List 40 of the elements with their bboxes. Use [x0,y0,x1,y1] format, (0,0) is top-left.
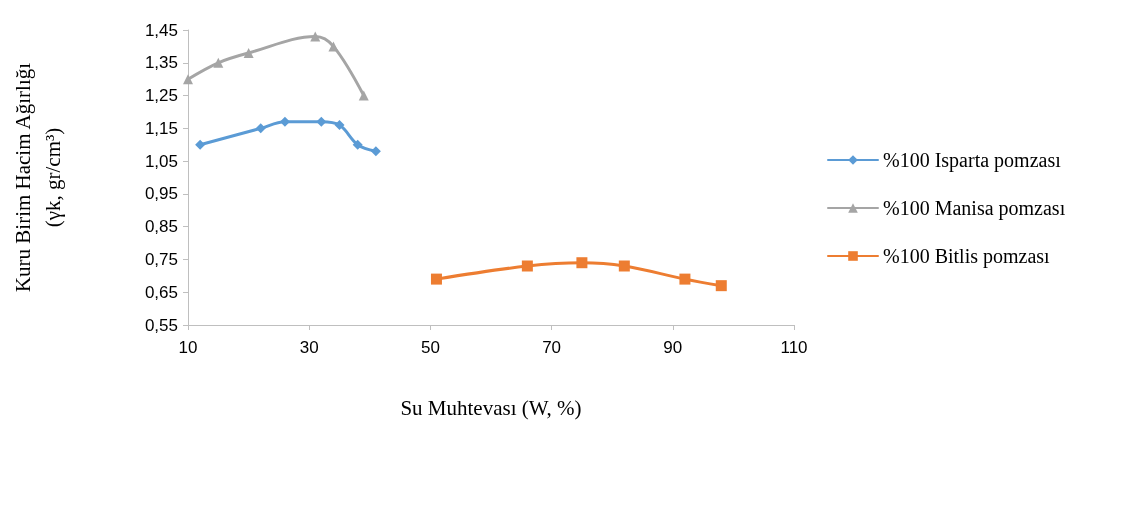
point [679,273,691,285]
point [715,280,727,292]
point [352,139,363,150]
y-tick-label: 1,15 [144,118,178,138]
y-tick-label: 0,55 [144,315,178,335]
y-axis-title: Kuru Birim Hacim Ağırlığı (γk, gr/cm³) [11,62,65,293]
point [279,116,290,127]
point [195,139,206,150]
y-tick-label: 0,65 [144,282,178,302]
point [334,120,345,131]
legend-label: %100 Manisa pomzası [883,197,1066,220]
y-tick-label: 0,75 [144,249,178,269]
point [618,260,630,272]
point [243,47,254,58]
point [328,41,339,52]
x-tick-label: 50 [420,338,440,357]
y-tick-label: 0,85 [144,217,178,237]
point [316,116,327,127]
point [576,257,588,269]
point [310,31,321,42]
x-tick-label: 90 [663,338,683,357]
y-tick-label: 1,35 [144,53,178,73]
point [430,273,442,285]
y-tick-label: 0,95 [144,184,178,204]
y-tick-label: 1,05 [144,151,178,171]
x-tick-label: 10 [178,338,198,357]
y-tick-label: 1,25 [144,86,178,106]
point [370,146,381,157]
point [358,90,369,101]
x-tick-label: 110 [780,338,808,357]
legend-label: %100 Bitlis pomzası [883,245,1051,268]
legend-label: %100 Isparta pomzası [883,149,1062,172]
point [213,57,224,68]
point [255,123,266,134]
x-tick-label: 30 [299,338,319,357]
point [521,260,533,272]
point [183,74,193,85]
x-tick-label: 70 [542,338,562,357]
x-axis-title: Su Muhtevası (W, %) [400,395,582,420]
y-tick-label: 1,45 [144,20,178,40]
